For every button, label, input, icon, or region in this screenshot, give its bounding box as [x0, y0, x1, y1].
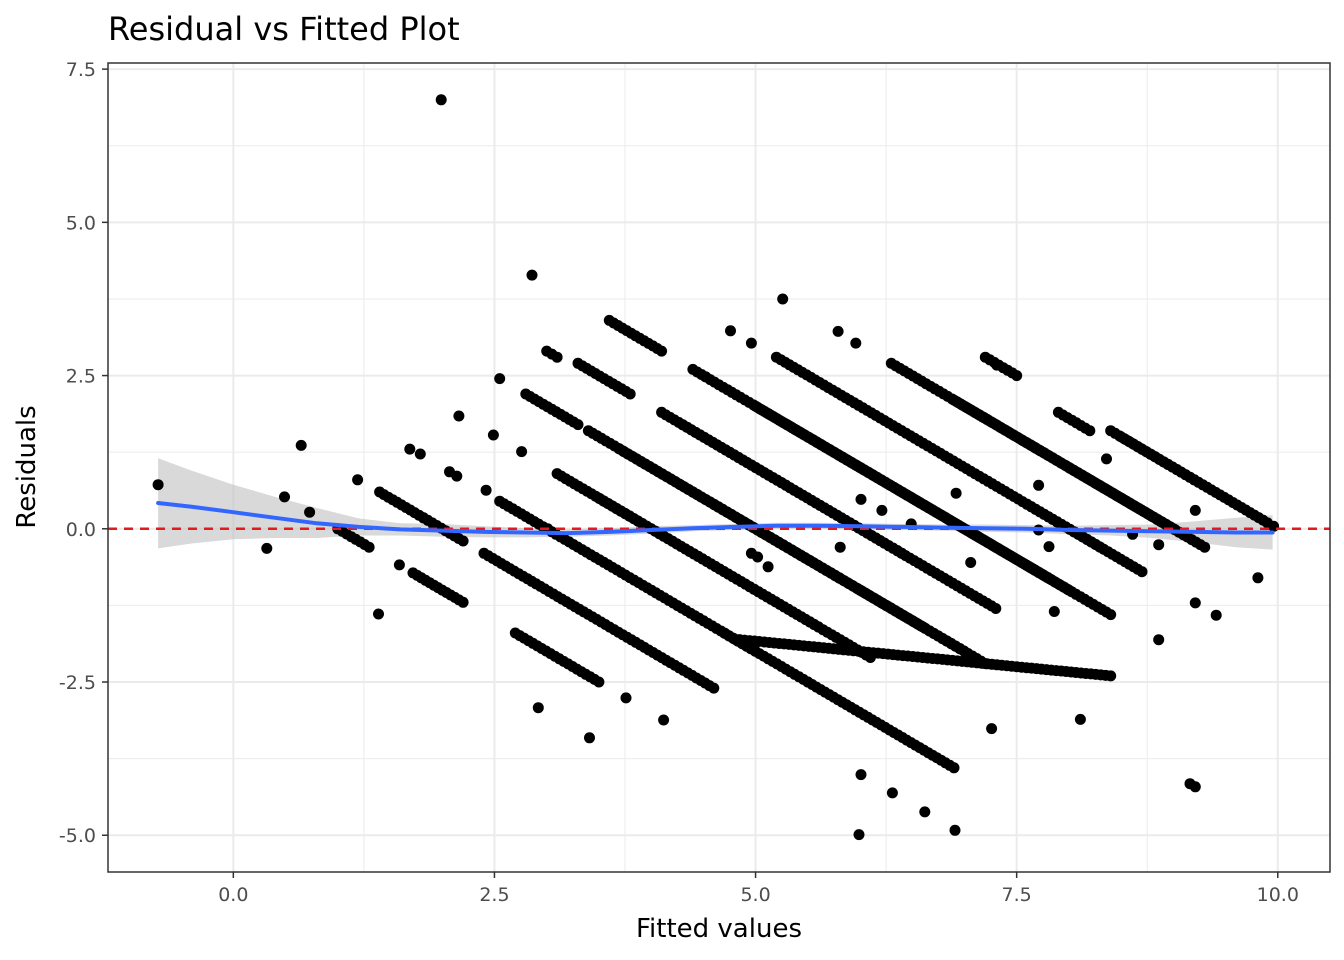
- data-point: [1042, 572, 1054, 584]
- y-tick-label: 5.0: [66, 212, 96, 234]
- data-point: [363, 541, 375, 553]
- data-point: [457, 535, 469, 547]
- y-tick-label: 0.0: [66, 519, 96, 541]
- data-point: [152, 479, 164, 491]
- data-point: [1210, 609, 1222, 621]
- data-point: [965, 557, 977, 568]
- y-tick-label: 2.5: [66, 366, 96, 388]
- data-point: [1043, 541, 1055, 553]
- data-point: [1189, 781, 1201, 793]
- data-point: [708, 682, 720, 694]
- data-point: [979, 658, 991, 670]
- data-point: [451, 470, 463, 482]
- data-point: [745, 337, 757, 349]
- data-point: [593, 676, 605, 688]
- data-point: [1048, 606, 1060, 617]
- data-point: [1153, 539, 1165, 551]
- data-point: [762, 561, 774, 573]
- data-point: [1189, 504, 1201, 516]
- data-point: [624, 388, 636, 400]
- y-axis-label: Residuals: [12, 405, 42, 528]
- data-point: [1199, 541, 1211, 553]
- data-point: [950, 487, 962, 499]
- data-point: [1189, 597, 1201, 609]
- data-point: [1084, 425, 1096, 437]
- data-point: [948, 762, 960, 774]
- data-point: [1136, 566, 1148, 578]
- x-axis-label: Fitted values: [636, 914, 802, 944]
- data-point: [393, 559, 405, 571]
- data-point: [886, 787, 898, 799]
- y-tick-label: -2.5: [59, 672, 96, 694]
- data-point: [373, 608, 384, 620]
- data-point: [725, 325, 736, 337]
- data-point: [853, 829, 865, 841]
- data-point: [986, 723, 998, 735]
- x-tick-label: 10.0: [1257, 884, 1299, 906]
- data-point: [352, 474, 364, 486]
- data-point: [487, 429, 499, 441]
- data-point: [279, 491, 290, 503]
- axis-ticks: 0.0 2.5 5.0 7.5 10.0 -5.0 -2.5 0.0 2.5 5.0 7.5: [59, 59, 1299, 906]
- data-point: [1033, 479, 1045, 491]
- data-point: [457, 596, 469, 608]
- x-tick-label: 5.0: [740, 884, 770, 906]
- data-point: [1011, 370, 1023, 382]
- y-tick-label: 7.5: [66, 59, 96, 81]
- data-point: [584, 732, 595, 744]
- data-point: [551, 351, 563, 363]
- data-point: [453, 410, 465, 422]
- data-point: [919, 806, 931, 818]
- data-point: [526, 269, 538, 281]
- data-point: [876, 504, 888, 516]
- plot-border: [107, 62, 1331, 873]
- data-point: [494, 373, 506, 385]
- data-point: [1074, 713, 1086, 725]
- data-point: [480, 484, 492, 496]
- data-point: [777, 293, 789, 305]
- data-point: [532, 702, 544, 714]
- data-point: [1105, 609, 1117, 621]
- data-point: [855, 493, 867, 505]
- smooth-fit-line: [156, 501, 1275, 536]
- x-tick-label: 2.5: [479, 884, 509, 906]
- data-point: [1261, 517, 1273, 529]
- data-point: [752, 551, 764, 563]
- data-point: [1105, 670, 1117, 682]
- chart-title: Residual vs Fitted Plot: [108, 10, 460, 48]
- data-point: [304, 506, 316, 518]
- data-point: [516, 446, 528, 458]
- data-point: [949, 824, 961, 836]
- data-point: [404, 443, 416, 455]
- data-point: [656, 345, 668, 357]
- data-point: [855, 769, 867, 781]
- data-point: [414, 448, 426, 460]
- x-tick-label: 7.5: [1002, 884, 1032, 906]
- data-point: [1252, 572, 1264, 584]
- data-point: [572, 419, 584, 431]
- x-tick-label: 0.0: [218, 884, 248, 906]
- data-point: [261, 542, 273, 554]
- data-point: [435, 94, 447, 106]
- data-point: [990, 603, 1002, 614]
- smooth-line: [156, 501, 1275, 536]
- data-points: [152, 94, 1280, 841]
- data-point: [1153, 634, 1165, 646]
- plot-panel: [108, 63, 1330, 872]
- data-point: [834, 541, 846, 553]
- data-point: [850, 337, 862, 349]
- data-point: [620, 692, 632, 704]
- data-point: [1101, 453, 1112, 465]
- data-point: [295, 439, 307, 451]
- data-point: [658, 714, 670, 726]
- y-tick-label: -5.0: [59, 825, 96, 847]
- data-point: [832, 325, 844, 337]
